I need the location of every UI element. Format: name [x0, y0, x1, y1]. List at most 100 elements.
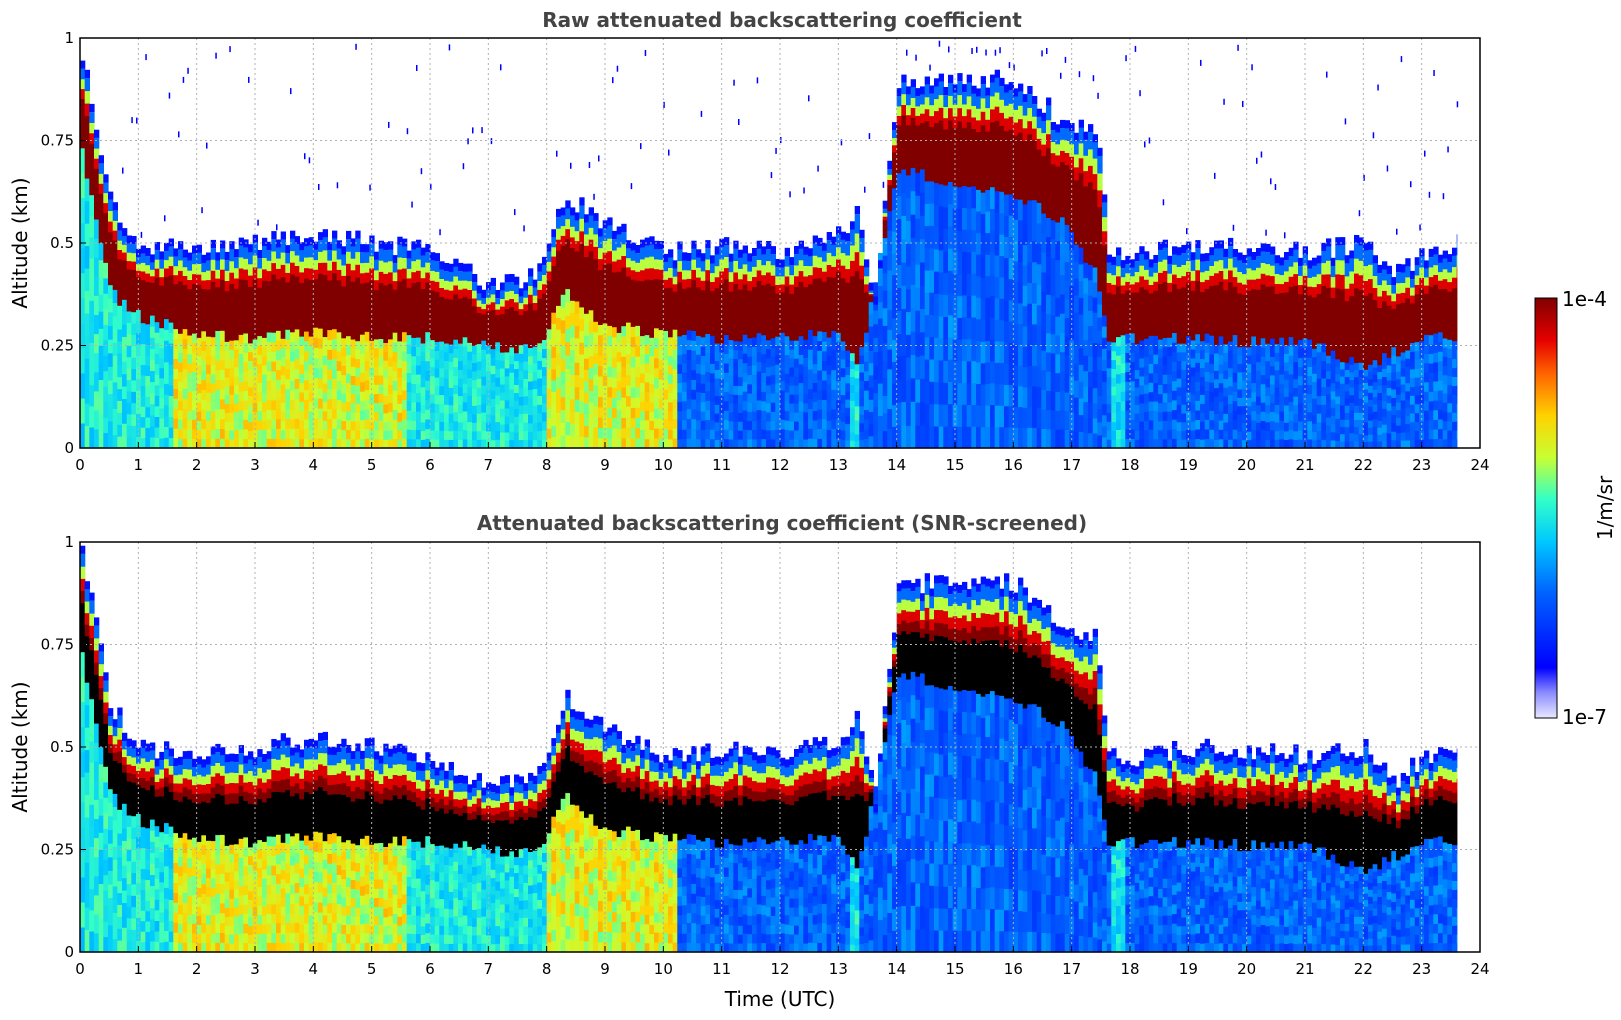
raw-heatmap-cell: [234, 366, 240, 377]
raw-heatmap-cell: [94, 409, 100, 430]
raw-heatmap-cell: [84, 335, 90, 359]
raw-heatmap-cell: [952, 115, 958, 129]
raw-heatmap-cell: [518, 344, 524, 354]
raw-heatmap-cell: [728, 357, 734, 368]
raw-heatmap-cell: [145, 416, 151, 428]
raw-heatmap-cell: [229, 260, 235, 273]
raw-heatmap-cell: [929, 93, 935, 106]
raw-heatmap-cell: [640, 373, 646, 383]
raw-heatmap-cell: [84, 103, 90, 117]
raw-heatmap-cell: [761, 400, 767, 411]
raw-heatmap-cell: [607, 300, 613, 314]
raw-heatmap-cell: [1134, 360, 1140, 371]
raw-heatmap-cell: [1046, 294, 1052, 315]
raw-heatmap-cell: [458, 316, 464, 326]
raw-heatmap-cell: [1078, 247, 1084, 265]
raw-heatmap-cell: [518, 314, 524, 322]
raw-heatmap-cell: [822, 399, 828, 410]
raw-heatmap-cell: [892, 296, 898, 319]
raw-heatmap-cell: [584, 380, 590, 393]
raw-heatmap-cell: [1055, 221, 1061, 242]
raw-heatmap-cell: [514, 301, 520, 311]
raw-heatmap-cell: [733, 248, 739, 261]
raw-heatmap-cell: [649, 256, 655, 269]
raw-heatmap-cell: [285, 253, 291, 264]
raw-heatmap-cell: [420, 310, 426, 322]
raw-heatmap-cell: [854, 377, 860, 386]
raw-heatmap-noise: [145, 54, 147, 61]
raw-heatmap-cell: [896, 163, 902, 174]
raw-heatmap-cell: [481, 367, 487, 377]
raw-heatmap-cell: [140, 333, 146, 345]
raw-heatmap-cell: [831, 255, 837, 267]
raw-heatmap-cell: [966, 82, 972, 97]
raw-heatmap-cell: [164, 372, 170, 384]
raw-heatmap-cell: [458, 360, 464, 370]
raw-heatmap-cell: [579, 400, 585, 414]
raw-heatmap-cell: [728, 339, 734, 350]
raw-heatmap-cell: [598, 375, 604, 387]
raw-heatmap-cell: [458, 386, 464, 397]
raw-heatmap-cell: [878, 318, 884, 335]
raw-heatmap-cell: [280, 239, 286, 253]
raw-heatmap-cell: [168, 265, 174, 276]
raw-heatmap-cell: [1130, 409, 1136, 420]
raw-heatmap-cell: [630, 377, 636, 388]
raw-heatmap-cell: [649, 383, 655, 394]
raw-heatmap-cell: [775, 392, 781, 402]
raw-heatmap-cell: [504, 407, 510, 417]
raw-heatmap-cell: [990, 404, 996, 427]
raw-heatmap-cell: [826, 411, 832, 421]
raw-heatmap-cell: [383, 261, 389, 274]
raw-heatmap-cell: [500, 298, 506, 307]
raw-heatmap-cell: [906, 425, 912, 449]
raw-heatmap-cell: [1050, 257, 1056, 278]
raw-heatmap-cell: [873, 378, 879, 394]
raw-heatmap-cell: [588, 355, 594, 368]
raw-heatmap-cell: [756, 361, 762, 372]
raw-heatmap-cell: [355, 340, 361, 351]
raw-heatmap-cell: [500, 408, 506, 417]
raw-heatmap-cell: [1120, 309, 1126, 319]
raw-heatmap-cell: [738, 394, 744, 404]
raw-heatmap-cell: [682, 252, 688, 261]
raw-heatmap-cell: [509, 439, 515, 449]
raw-heatmap-cell: [164, 350, 170, 363]
raw-heatmap-cell: [537, 324, 543, 335]
raw-heatmap-cell: [294, 236, 300, 245]
raw-heatmap-cell: [780, 428, 786, 439]
raw-heatmap-cell: [696, 410, 702, 421]
raw-heatmap-cell: [976, 96, 982, 109]
raw-heatmap-cell: [929, 292, 935, 315]
raw-heatmap-cell: [1018, 385, 1024, 408]
raw-heatmap-cell: [663, 438, 669, 449]
raw-heatmap-cell: [1074, 295, 1080, 313]
raw-heatmap-cell: [892, 231, 898, 254]
raw-heatmap-cell: [164, 394, 170, 406]
raw-heatmap-cell: [201, 340, 207, 351]
raw-heatmap-cell: [1022, 346, 1028, 368]
raw-heatmap-cell: [444, 351, 450, 361]
raw-heatmap-cell: [840, 265, 846, 279]
raw-heatmap-cell: [784, 354, 790, 365]
raw-heatmap-cell: [756, 280, 762, 292]
raw-heatmap-cell: [500, 313, 506, 322]
raw-heatmap-cell: [766, 375, 772, 386]
raw-heatmap-cell: [374, 402, 380, 413]
raw-heatmap-cell: [686, 379, 692, 390]
raw-heatmap-cell: [836, 271, 842, 284]
raw-heatmap-cell: [584, 233, 590, 246]
raw-heatmap-cell: [887, 160, 893, 169]
raw-heatmap-cell: [509, 372, 515, 382]
raw-heatmap-cell: [1060, 205, 1066, 218]
raw-heatmap-cell: [752, 392, 758, 403]
raw-heatmap-cell: [831, 244, 837, 257]
raw-heatmap-cell: [710, 263, 716, 274]
raw-heatmap-cell: [747, 411, 753, 422]
raw-heatmap-cell: [570, 312, 576, 326]
raw-heatmap-cell: [402, 389, 408, 401]
raw-heatmap-cell: [593, 374, 599, 386]
raw-heatmap-cell: [971, 139, 977, 152]
raw-heatmap-cell: [775, 354, 781, 365]
raw-heatmap-cell: [84, 313, 90, 337]
